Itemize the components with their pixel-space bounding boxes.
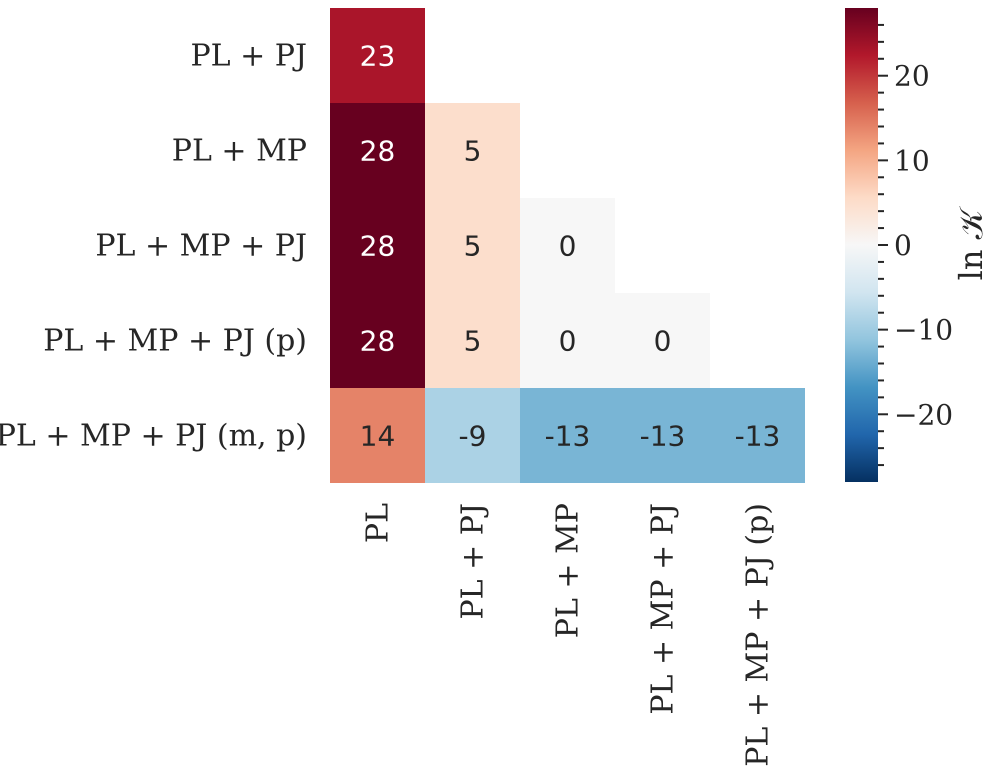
column-tick-label: PL + MP + PJ (p) bbox=[741, 503, 776, 767]
cell-value-label: 5 bbox=[464, 325, 482, 358]
cell-value-label: 5 bbox=[464, 135, 482, 168]
heatmap-cell bbox=[615, 293, 710, 388]
heatmap-cell bbox=[330, 293, 425, 388]
heatmap-cell bbox=[425, 388, 520, 483]
heatmap-cells: 23 28 5 28 5 0 28 5 0 0 14 -9 -13 -13 -13 bbox=[330, 8, 805, 483]
heatmap-cell bbox=[520, 388, 615, 483]
cell-value-label: 0 bbox=[559, 325, 577, 358]
row-tick-label: PL + MP + PJ bbox=[95, 229, 307, 264]
colorbar-ticks: 20 10 0 −10 −20 bbox=[878, 23, 953, 467]
cell-value-label: 0 bbox=[559, 230, 577, 263]
heatmap-cell bbox=[330, 388, 425, 483]
cell-value-label: 23 bbox=[360, 40, 396, 73]
column-tick-labels: PL PL + PJ PL + MP PL + MP + PJ PL + MP + PJ… bbox=[361, 503, 776, 767]
heatmap-cell bbox=[425, 103, 520, 198]
row-tick-label: PL + MP + PJ (m, p) bbox=[0, 419, 307, 454]
colorbar-tick-label: 10 bbox=[894, 144, 930, 177]
colorbar-tick-label: −10 bbox=[894, 314, 953, 347]
colorbar-tick-label: −20 bbox=[894, 398, 953, 431]
colorbar-label: ln 𝒦 bbox=[952, 205, 990, 280]
row-tick-label: PL + PJ bbox=[190, 39, 307, 74]
heatmap-cell bbox=[425, 198, 520, 293]
cell-value-label: 0 bbox=[654, 325, 672, 358]
row-tick-labels: PL + PJ PL + MP PL + MP + PJ PL + MP + PJ (… bbox=[0, 39, 307, 454]
heatmap-cell bbox=[330, 103, 425, 198]
heatmap-cell bbox=[520, 198, 615, 293]
cell-value-label: -13 bbox=[640, 420, 686, 453]
column-tick-label: PL + PJ bbox=[456, 503, 491, 620]
cell-value-label: 14 bbox=[360, 420, 396, 453]
cell-value-label: 28 bbox=[360, 230, 396, 263]
column-tick-label: PL bbox=[361, 503, 396, 543]
heatmap-cell bbox=[520, 293, 615, 388]
cell-value-label: 5 bbox=[464, 230, 482, 263]
column-tick-label: PL + MP bbox=[551, 503, 586, 638]
cell-value-label: -9 bbox=[459, 420, 487, 453]
heatmap-cell bbox=[330, 8, 425, 103]
heatmap-cell bbox=[615, 388, 710, 483]
heatmap-cell bbox=[710, 388, 805, 483]
row-tick-label: PL + MP + PJ (p) bbox=[43, 324, 307, 359]
cell-value-label: -13 bbox=[545, 420, 591, 453]
column-tick-label: PL + MP + PJ bbox=[646, 503, 681, 715]
cell-value-label: -13 bbox=[735, 420, 781, 453]
row-tick-label: PL + MP bbox=[172, 134, 307, 169]
colorbar bbox=[845, 8, 878, 482]
colorbar-tick-label: 20 bbox=[894, 60, 930, 93]
colorbar-tick-label: 0 bbox=[894, 229, 912, 262]
cell-value-label: 28 bbox=[360, 135, 396, 168]
heatmap-cell bbox=[425, 293, 520, 388]
heatmap-cell bbox=[330, 198, 425, 293]
cell-value-label: 28 bbox=[360, 325, 396, 358]
